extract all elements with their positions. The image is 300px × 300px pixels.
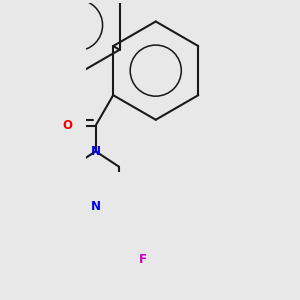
Text: N: N [91, 145, 101, 158]
Text: O: O [62, 119, 72, 132]
Text: N: N [91, 200, 101, 213]
Text: F: F [139, 253, 147, 266]
